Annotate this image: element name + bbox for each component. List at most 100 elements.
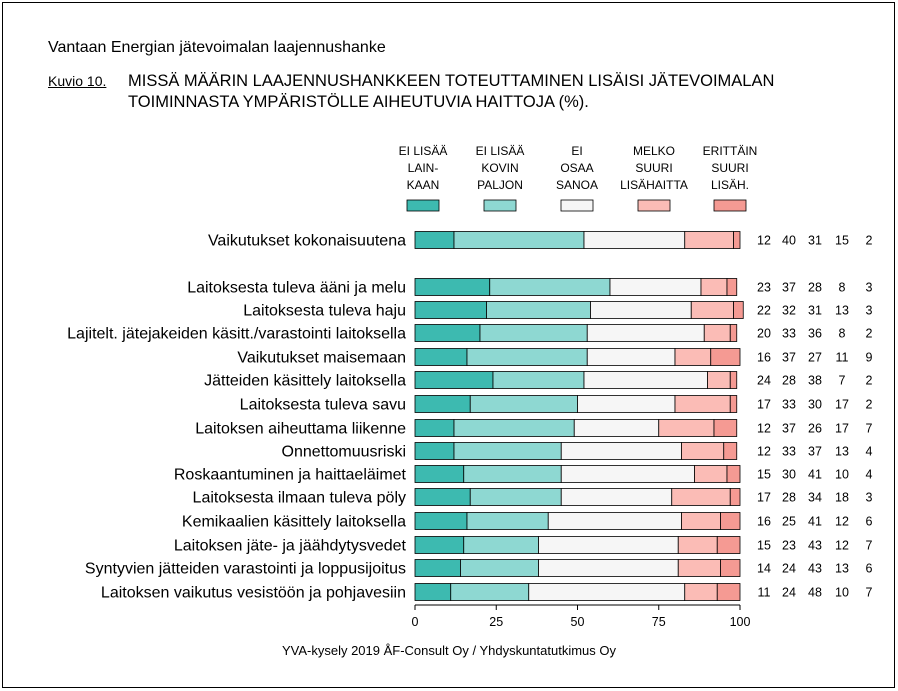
data-label: 12 — [757, 234, 771, 248]
bar-segment — [684, 583, 718, 601]
bar-segment — [590, 301, 692, 319]
x-tick-label: 75 — [652, 615, 666, 629]
bar-segment — [538, 536, 679, 554]
data-label: 24 — [782, 586, 796, 600]
data-label: 16 — [757, 351, 771, 365]
data-label: 38 — [808, 374, 822, 388]
data-label: 32 — [782, 304, 796, 318]
legend-swatch-2 — [483, 199, 517, 212]
bar-segment — [414, 324, 481, 342]
bar-segment — [486, 301, 591, 319]
data-label: 36 — [808, 327, 822, 341]
bar-segment — [583, 371, 708, 389]
data-label: 33 — [782, 327, 796, 341]
category-label: Vaikutukset maisemaan — [237, 350, 406, 367]
bar-segment — [677, 536, 718, 554]
bar-segment — [733, 301, 744, 319]
bar-segment — [681, 512, 721, 530]
data-label: 2 — [866, 234, 873, 248]
category-label: Kemikaalien käsittely laitoksella — [182, 514, 406, 531]
category-label: Laitoksesta tuleva ääni ja melu — [187, 280, 406, 297]
legend-label-2: PALJON — [477, 178, 523, 192]
data-label: 3 — [866, 304, 873, 318]
data-label: 7 — [866, 539, 873, 553]
bar-segment — [453, 442, 562, 460]
data-label: 2 — [866, 327, 873, 341]
category-label: Vaikutukset kokonaisuutena — [208, 233, 406, 250]
bar-segment — [463, 465, 562, 483]
x-tick-label: 50 — [571, 615, 585, 629]
bar-segment — [609, 278, 702, 296]
bar-segment — [492, 371, 585, 389]
data-label: 20 — [757, 327, 771, 341]
x-tick-label: 0 — [412, 615, 419, 629]
bar-segment — [694, 465, 728, 483]
data-label: 11 — [758, 586, 771, 600]
bar-segment — [681, 442, 725, 460]
data-label: 12 — [757, 445, 771, 459]
bar-segment — [463, 536, 539, 554]
data-label: 48 — [808, 586, 822, 600]
x-tick-label: 100 — [730, 615, 751, 629]
category-label: Lajitelt. jätejakeiden käsitt./varastoin… — [67, 326, 406, 343]
bar-segment — [414, 583, 452, 601]
data-label: 33 — [782, 398, 796, 412]
bar-segment — [726, 278, 738, 296]
legend-label-1: KAAN — [407, 178, 440, 192]
data-label: 28 — [808, 281, 822, 295]
bar-segment — [716, 583, 741, 601]
bar-segment — [450, 583, 530, 601]
data-label: 17 — [757, 398, 771, 412]
bar-segment — [466, 348, 588, 366]
legend-label-4: MELKO — [633, 144, 675, 158]
bar-segment — [414, 559, 461, 577]
data-label: 27 — [808, 351, 822, 365]
data-label: 34 — [808, 491, 822, 505]
data-label: 23 — [782, 539, 796, 553]
data-label: 7 — [866, 422, 873, 436]
data-label: 33 — [782, 445, 796, 459]
data-label: 31 — [808, 234, 822, 248]
bar-segment — [729, 488, 741, 506]
data-label: 12 — [835, 515, 849, 529]
bar-segment — [453, 231, 585, 249]
bar-segment — [707, 371, 731, 389]
figure-question: MISSÄ MÄÄRIN LAAJENNUSHANKKEEN TOTEUTTAM… — [128, 72, 775, 111]
data-label: 9 — [866, 351, 873, 365]
data-label: 13 — [835, 445, 849, 459]
bar-segment — [674, 348, 712, 366]
data-label: 10 — [835, 586, 849, 600]
legend-swatch-1 — [406, 199, 440, 212]
bar-segment — [547, 512, 682, 530]
legend-label-3: SANOA — [556, 178, 598, 192]
bar-segment — [733, 231, 741, 249]
x-tick-label: 25 — [489, 615, 503, 629]
bar-segment — [726, 465, 741, 483]
data-label: 37 — [782, 422, 796, 436]
legend-label-5: ERITTÄIN — [703, 144, 758, 158]
data-label: 30 — [782, 468, 796, 482]
data-label: 28 — [782, 374, 796, 388]
bar-segment — [414, 465, 465, 483]
bar-segment — [469, 488, 562, 506]
legend-label-3: OSAA — [560, 161, 593, 175]
data-label: 12 — [835, 539, 849, 553]
bar-segment — [674, 395, 731, 413]
data-label: 8 — [839, 327, 846, 341]
data-label: 4 — [866, 445, 873, 459]
data-label: 13 — [835, 304, 849, 318]
category-label: Roskaantuminen ja haittaeläimet — [174, 467, 407, 484]
bar-segment — [586, 348, 676, 366]
data-label: 41 — [808, 468, 822, 482]
bar-segment — [469, 395, 578, 413]
bar-segment — [560, 442, 682, 460]
data-label: 41 — [808, 515, 822, 529]
bar-segment — [716, 536, 741, 554]
data-label: 2 — [866, 398, 873, 412]
legend-label-1: EI LISÄÄ — [399, 144, 448, 158]
legend-label-2: EI LISÄÄ — [476, 144, 525, 158]
category-label: Laitoksesta tuleva haju — [243, 303, 406, 320]
data-label: 43 — [808, 562, 822, 576]
data-label: 18 — [835, 491, 849, 505]
bar-segment — [671, 488, 731, 506]
